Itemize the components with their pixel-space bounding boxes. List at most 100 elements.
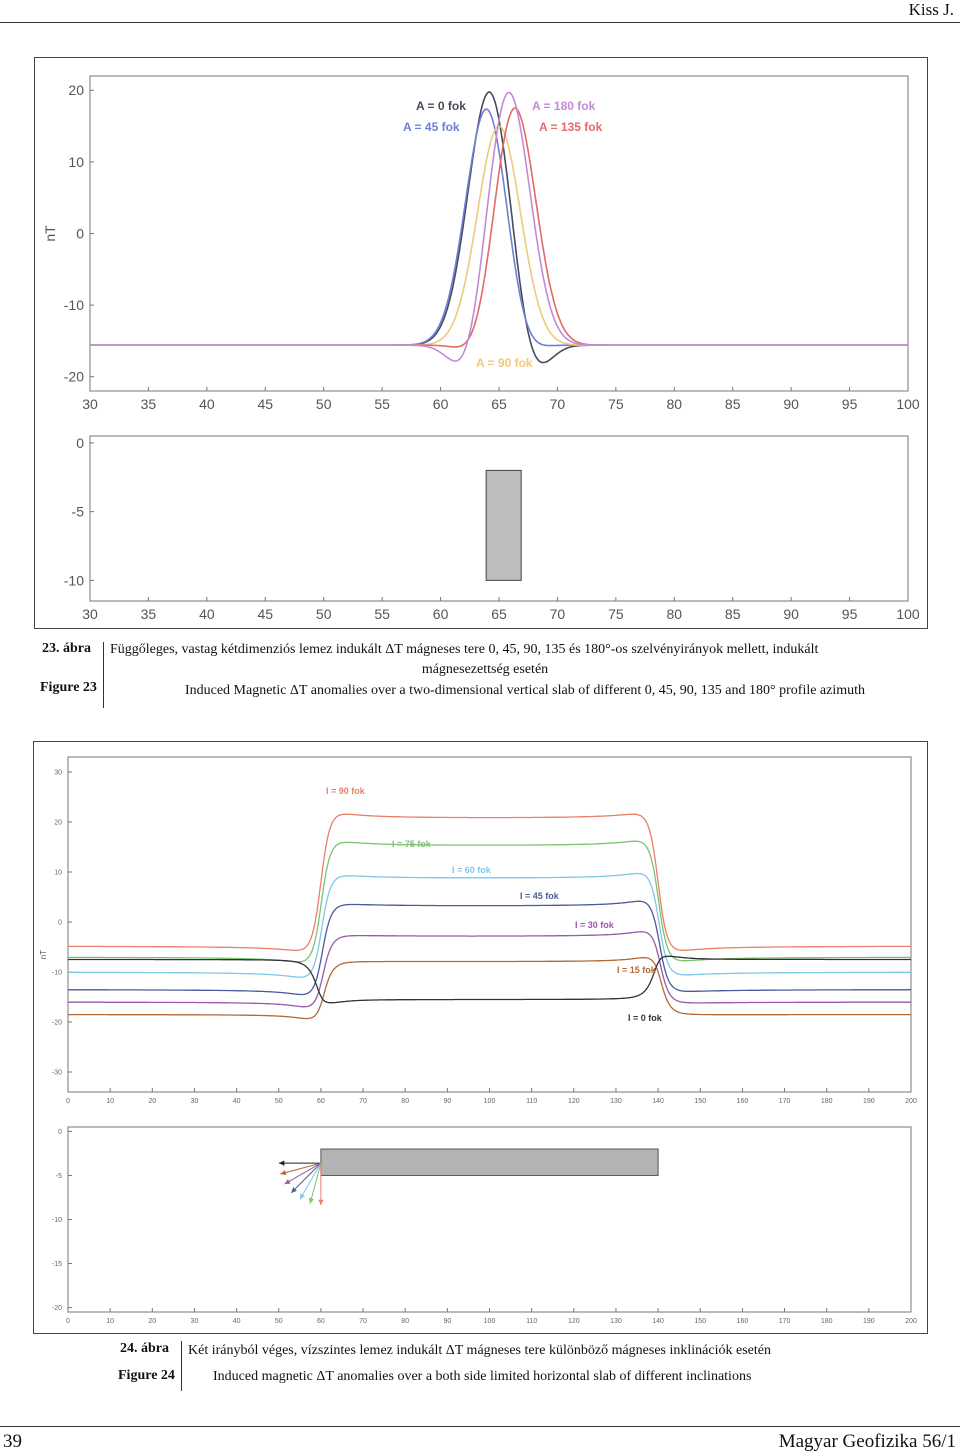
fig24-anomaly-x-tick-label: 50 bbox=[275, 1098, 283, 1105]
fig24-model-x-tick-label: 150 bbox=[694, 1318, 706, 1325]
fig23-anomaly-x-tick-label: 60 bbox=[433, 396, 449, 412]
fig24-anomaly-x-tick-label: 0 bbox=[66, 1098, 70, 1105]
fig23-anomaly-y-tick-label: -20 bbox=[64, 369, 84, 385]
fig23-model-x-tick-label: 85 bbox=[725, 606, 741, 622]
fig23-anomaly-x-tick-label: 70 bbox=[550, 396, 566, 412]
fig24-series-label: I = 30 fok bbox=[575, 920, 615, 930]
fig23-model-x-tick-label: 95 bbox=[842, 606, 858, 622]
fig23-series-line bbox=[90, 107, 908, 348]
fig23-model-x-tick-label: 90 bbox=[783, 606, 799, 622]
footer-rule bbox=[0, 1426, 960, 1427]
fig24-model-x-tick-label: 100 bbox=[484, 1318, 496, 1325]
fig24-inclination-arrow-head bbox=[291, 1187, 297, 1193]
figure-23-label-hu: 23. ábra bbox=[42, 641, 91, 656]
fig24-model-x-tick-label: 0 bbox=[66, 1318, 70, 1325]
fig24-model-y-tick-label: 0 bbox=[58, 1129, 62, 1136]
fig24-inclination-arrow-head bbox=[278, 1160, 285, 1166]
fig24-anomaly-x-tick-label: 170 bbox=[779, 1098, 791, 1105]
fig24-model-x-tick-label: 200 bbox=[905, 1318, 917, 1325]
fig23-anomaly-x-tick-label: 75 bbox=[608, 396, 624, 412]
fig24-series-line bbox=[68, 957, 911, 1020]
fig24-model-x-tick-label: 120 bbox=[568, 1318, 580, 1325]
fig24-anomaly-y-tick-label: 10 bbox=[54, 869, 62, 876]
fig23-model-x-tick-label: 65 bbox=[491, 606, 507, 622]
figure-24-label-hu: 24. ábra bbox=[120, 1341, 169, 1356]
fig23-anomaly-x-tick-label: 35 bbox=[141, 396, 157, 412]
fig24-anomaly-x-tick-label: 10 bbox=[106, 1098, 114, 1105]
fig24-model-x-tick-label: 130 bbox=[610, 1318, 622, 1325]
fig24-inclination-arrow-head bbox=[284, 1179, 291, 1185]
fig24-anomaly-x-tick-label: 100 bbox=[484, 1098, 496, 1105]
running-header-author: Kiss J. bbox=[908, 0, 954, 19]
fig24-model-x-tick-label: 60 bbox=[317, 1318, 325, 1325]
fig23-model-x-tick-label: 45 bbox=[257, 606, 273, 622]
fig23-model-x-tick-label: 40 bbox=[199, 606, 215, 622]
fig24-model-x-tick-label: 180 bbox=[821, 1318, 833, 1325]
fig24-inclination-arrow-line bbox=[299, 1162, 322, 1200]
fig24-inclination-arrow-head bbox=[299, 1193, 305, 1200]
figure-23-caption-en: Induced Magnetic ΔT anomalies over a two… bbox=[184, 683, 866, 698]
fig24-anomaly-x-tick-label: 80 bbox=[401, 1098, 409, 1105]
fig23-slab-body bbox=[485, 469, 522, 581]
fig24-anomaly-x-tick-label: 180 bbox=[821, 1098, 833, 1105]
fig23-model-x-tick-label: 75 bbox=[608, 606, 624, 622]
fig23-anomaly-y-tick-label: -10 bbox=[64, 297, 84, 313]
fig24-anomaly-x-tick-label: 90 bbox=[443, 1098, 451, 1105]
fig24-series-label: I = 60 fok bbox=[452, 865, 492, 875]
fig24-model-x-tick-label: 110 bbox=[526, 1318, 537, 1325]
fig23-anomaly-x-tick-label: 45 bbox=[257, 396, 273, 412]
fig24-model-x-tick-label: 40 bbox=[233, 1318, 241, 1325]
fig24-inclination-arrow-line bbox=[284, 1162, 322, 1185]
fig24-anomaly-x-tick-label: 20 bbox=[148, 1098, 156, 1105]
fig23-series-label: A = 45 fok bbox=[403, 120, 460, 134]
fig24-series-line bbox=[68, 931, 911, 1008]
footer-journal: Magyar Geofizika 56/1 bbox=[778, 1431, 956, 1452]
fig24-anomaly-y-tick-label: -20 bbox=[52, 1019, 62, 1026]
fig23-anomaly-x-tick-label: 100 bbox=[896, 396, 920, 412]
fig23-y-axis-label: nT bbox=[42, 225, 58, 242]
fig23-model-x-tick-label: 70 bbox=[550, 606, 566, 622]
figure-24-caption-en: Induced magnetic ΔT anomalies over a bot… bbox=[213, 1369, 752, 1384]
fig24-model-x-tick-label: 70 bbox=[359, 1318, 367, 1325]
fig24-model-y-tick-label: -15 bbox=[52, 1261, 62, 1268]
fig24-series-label: I = 45 fok bbox=[520, 891, 560, 901]
fig24-anomaly-x-tick-label: 120 bbox=[568, 1098, 580, 1105]
fig24-inclination-arrow-line bbox=[290, 1162, 322, 1194]
figure-24-chart: 0 10 20 30 40 50 60 70 80 90 100 110 120 130 140 150 160… bbox=[39, 756, 917, 1325]
fig24-model-x-tick-label: 80 bbox=[401, 1318, 409, 1325]
fig24-anomaly-x-tick-label: 130 bbox=[610, 1098, 622, 1105]
fig23-model-x-tick-label: 35 bbox=[141, 606, 157, 622]
header-rule bbox=[0, 22, 960, 23]
fig23-series-label: A = 180 fok bbox=[532, 99, 596, 113]
fig24-inclination-arrow-head bbox=[318, 1199, 324, 1206]
fig23-model-x-tick-label: 80 bbox=[666, 606, 682, 622]
fig24-series-label: I = 90 fok bbox=[326, 786, 366, 796]
figure-24-frame: 0 10 20 30 40 50 60 70 80 90 100 110 120 130 140 150 160… bbox=[33, 741, 928, 1334]
fig24-model-x-tick-label: 50 bbox=[275, 1318, 283, 1325]
fig24-anomaly-x-tick-label: 160 bbox=[737, 1098, 749, 1105]
fig24-series-line bbox=[68, 900, 911, 996]
fig23-series-label: A = 0 fok bbox=[416, 99, 466, 113]
fig24-series-label: I = 0 fok bbox=[628, 1013, 663, 1023]
fig24-anomaly-x-tick-label: 60 bbox=[317, 1098, 325, 1105]
fig23-series-line bbox=[90, 91, 908, 364]
fig24-anomaly-x-tick-label: 30 bbox=[191, 1098, 199, 1105]
fig23-model-y-tick-label: -10 bbox=[64, 572, 84, 588]
fig24-anomaly-x-tick-label: 40 bbox=[233, 1098, 241, 1105]
fig24-model-x-tick-label: 170 bbox=[779, 1318, 791, 1325]
figure-23-caption-hu-line1: Függőleges, vastag kétdimenziós lemez in… bbox=[110, 642, 819, 657]
fig24-anomaly-y-tick-label: 30 bbox=[54, 769, 62, 776]
fig23-anomaly-x-tick-label: 95 bbox=[842, 396, 858, 412]
fig23-model-x-tick-label: 55 bbox=[374, 606, 390, 622]
fig23-anomaly-x-tick-label: 90 bbox=[783, 396, 799, 412]
fig24-anomaly-x-tick-label: 200 bbox=[905, 1098, 917, 1105]
figure-24-caption-divider bbox=[181, 1341, 182, 1391]
fig24-anomaly-y-tick-label: -30 bbox=[52, 1069, 62, 1076]
fig23-series-label: A = 90 fok bbox=[476, 356, 533, 370]
figure-23-label-en: Figure 23 bbox=[40, 680, 97, 695]
fig23-anomaly-x-tick-label: 80 bbox=[666, 396, 682, 412]
figure-24-label-en: Figure 24 bbox=[118, 1368, 175, 1383]
fig23-series-line bbox=[90, 125, 908, 346]
fig24-anomaly-x-tick-label: 150 bbox=[694, 1098, 706, 1105]
fig23-model-x-tick-label: 50 bbox=[316, 606, 332, 622]
